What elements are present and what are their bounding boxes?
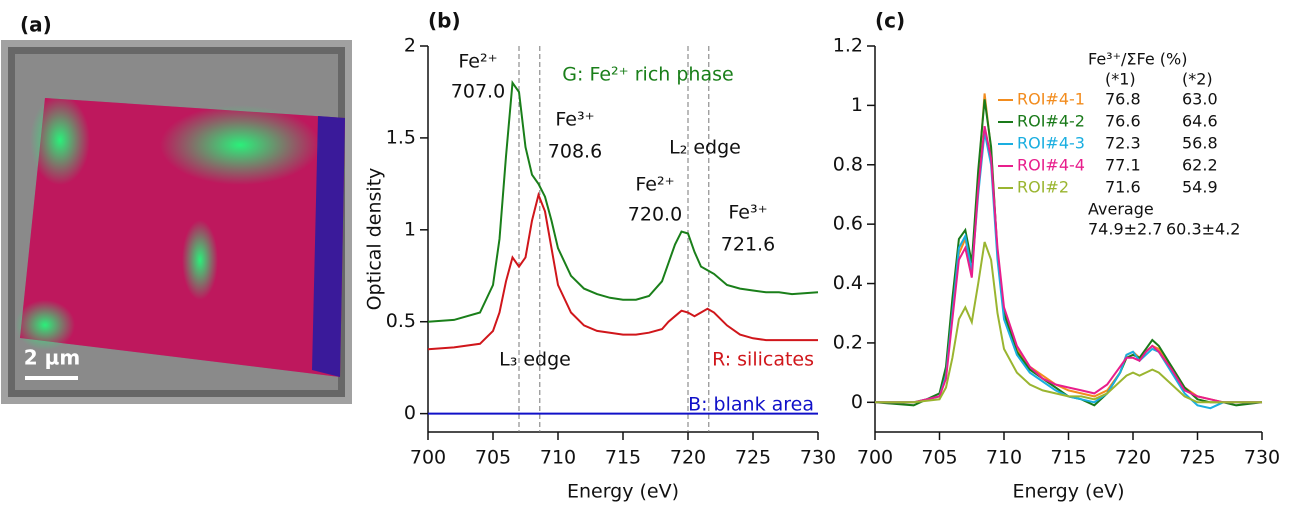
annotation-ion: Fe²⁺ xyxy=(458,51,497,73)
legend-label: ROI#2 xyxy=(1017,178,1069,197)
x-tick-label: 700 xyxy=(857,447,893,469)
y-tick-label: 0.6 xyxy=(833,213,863,235)
green-region xyxy=(160,105,320,185)
table-average: 74.9±2.7 xyxy=(1088,220,1162,239)
x-axis-label: Energy (eV) xyxy=(567,481,679,503)
y-tick-label: 0.2 xyxy=(833,331,863,353)
x-tick-label: 700 xyxy=(410,447,446,469)
table-average: 60.3±4.2 xyxy=(1166,220,1240,239)
y-tick-label: 1 xyxy=(404,218,416,240)
x-tick-label: 710 xyxy=(986,447,1022,469)
x-tick-label: 715 xyxy=(1050,447,1086,469)
table-cell: 71.6 xyxy=(1105,178,1141,197)
annotation-ion: Fe²⁺ xyxy=(635,174,674,196)
legend-label: ROI#4-4 xyxy=(1017,156,1085,175)
x-tick-label: 725 xyxy=(1179,447,1215,469)
table-average-label: Average xyxy=(1088,200,1154,219)
legend-label: R: silicates xyxy=(712,349,814,371)
annotation-energy: 721.6 xyxy=(721,234,775,256)
legend-label: G: Fe²⁺ rich phase xyxy=(562,64,733,86)
annotation-ion: Fe³⁺ xyxy=(728,202,767,224)
series-line xyxy=(875,242,1262,402)
table-cell: 64.6 xyxy=(1182,112,1218,131)
chart: (c) 700 705 710 715 720 725 730 0 0.2 0.4 0.6 0.8 1 1.… xyxy=(833,9,1280,503)
table-cell: 77.1 xyxy=(1105,156,1141,175)
legend-label: ROI#4-2 xyxy=(1017,112,1085,131)
table-column: (*2) xyxy=(1182,70,1213,89)
x-tick-label: 730 xyxy=(800,447,836,469)
y-tick-label: 1.2 xyxy=(833,35,863,57)
y-tick-label: 1.5 xyxy=(386,126,416,148)
figure: 2 µm (a) (b) 700 705 710 715 720 725 730 0 0.5 1 1.… xyxy=(0,0,1297,506)
annotation-energy: 707.0 xyxy=(451,81,505,103)
x-tick-label: 710 xyxy=(540,447,576,469)
x-tick-label: 730 xyxy=(1244,447,1280,469)
y-tick-label: 2 xyxy=(404,35,416,57)
panel-label: (c) xyxy=(875,9,905,33)
y-tick-label: 0 xyxy=(851,391,863,413)
green-region xyxy=(15,300,75,350)
x-tick-label: 715 xyxy=(605,447,641,469)
table-cell: 76.6 xyxy=(1105,112,1141,131)
page: 2 µm (a) (b) 700 705 710 715 720 725 730 0 0.5 1 1.… xyxy=(0,0,1297,506)
legend-label: ROI#4-1 xyxy=(1017,90,1085,109)
table-cell: 62.2 xyxy=(1182,156,1218,175)
legend-label: ROI#4-3 xyxy=(1017,134,1085,153)
x-tick-label: 720 xyxy=(1115,447,1151,469)
table-cell: 56.8 xyxy=(1182,134,1218,153)
y-tick-label: 0 xyxy=(404,402,416,424)
y-axis-label: Optical density xyxy=(364,168,386,311)
edge-label: L₂ edge xyxy=(669,137,741,159)
x-tick-label: 720 xyxy=(670,447,706,469)
panel-label: (a) xyxy=(20,13,52,37)
y-tick-label: 1 xyxy=(851,94,863,116)
annotation-energy: 720.0 xyxy=(628,204,682,226)
x-tick-label: 725 xyxy=(735,447,771,469)
table-cell: 63.0 xyxy=(1182,90,1218,109)
x-tick-label: 705 xyxy=(475,447,511,469)
panel-a: 2 µm (a) xyxy=(8,13,345,398)
x-tick-label: 705 xyxy=(921,447,957,469)
table-header: Fe³⁺/ΣFe (%) xyxy=(1088,50,1187,69)
table-cell: 54.9 xyxy=(1182,178,1218,197)
scale-bar-label: 2 µm xyxy=(24,346,80,370)
x-axis-label: Energy (eV) xyxy=(1012,481,1124,503)
annotation-energy: 708.6 xyxy=(548,141,602,163)
table-cell: 72.3 xyxy=(1105,134,1141,153)
y-tick-label: 0.5 xyxy=(386,310,416,332)
chart: (b) 700 705 710 715 720 725 730 0 0.5 1 1.5 2 Energy … xyxy=(364,9,837,503)
edge-label: L₃ edge xyxy=(499,349,571,371)
panel-label: (b) xyxy=(428,9,461,33)
green-region xyxy=(182,220,218,300)
table-cell: 76.8 xyxy=(1105,90,1141,109)
table-column: (*1) xyxy=(1105,70,1136,89)
annotation-ion: Fe³⁺ xyxy=(555,109,594,131)
legend-label: B: blank area xyxy=(688,394,814,416)
y-tick-label: 0.4 xyxy=(833,272,863,294)
y-tick-label: 0.8 xyxy=(833,153,863,175)
green-region xyxy=(30,95,90,185)
